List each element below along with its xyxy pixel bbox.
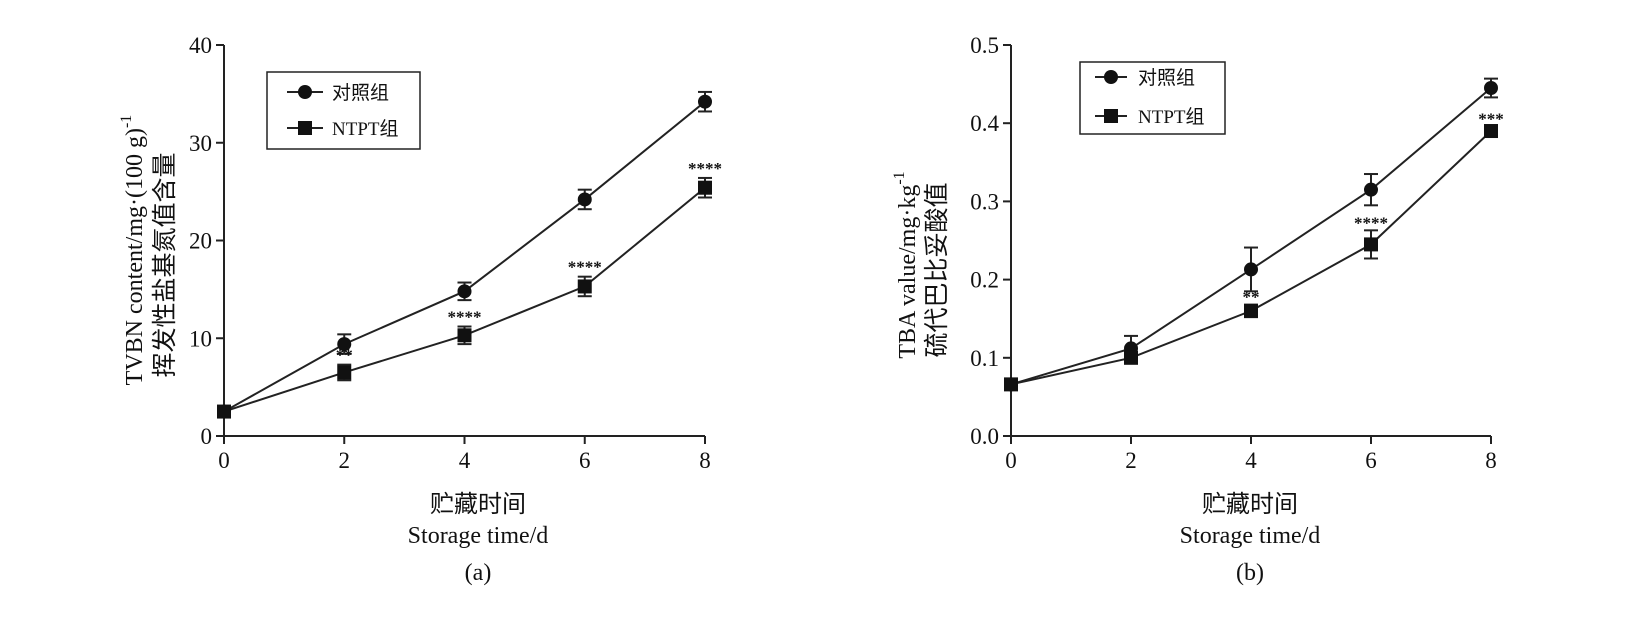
panel-a-ylabel-en-main: TVBN content/mg·(100 g) [122,128,148,385]
panel-b-significance-label: ** [1243,288,1260,307]
panel-b-ylabel-cn: 硫代巴比妥酸值 [923,182,951,357]
panel-b-legend: 对照组 NTPT组 [1079,61,1226,135]
panel-b-xtick-label: 2 [1125,448,1137,473]
panel-b-ytick-label: 0.3 [970,189,999,214]
panel-b-point-control [1244,262,1258,277]
panel-b: 0.00.10.20.30.40.50 2 4 6 8********* 硫代巴比妥酸值… [891,33,1504,586]
panel-a-legend-label-control: 对照组 [332,82,389,104]
panel-a-point-control [698,94,712,109]
panel-a-significance-label: **** [688,159,722,178]
panel-b-ylabel-en: TBA value/mg·kg-1 [891,171,921,358]
panel-b-xtick-label: 6 [1365,448,1377,473]
panel-a-label: (a) [465,560,492,586]
panel-a-point-control [337,337,352,352]
panel-b-legend-label-control: 对照组 [1138,67,1195,89]
panel-a-xtick-label: 4 [459,448,471,473]
panel-a-xtick-label: 2 [339,448,351,473]
panel-b-legend-marker-ntpt [1104,109,1118,123]
panel-a-ylabel-en: TVBN content/mg·(100 g)-1 [118,115,148,386]
panel-a-point-ntpt [457,328,472,343]
panel-a-point-ntpt [337,365,352,380]
panel-b-xtick-label: 0 [1005,448,1017,473]
panel-b-point-control [1484,81,1498,96]
panel-b-point-ntpt [1364,237,1378,252]
panel-b-significance-label: *** [1478,109,1504,128]
panel-a-ytick-label: 30 [189,131,212,156]
panel-b-ytick-label: 0.4 [970,111,999,136]
panel-a-point-ntpt [217,404,231,419]
panel-b-point-ntpt [1244,303,1258,318]
panel-a-legend-marker-control [298,85,312,99]
panel-b-xtick-label: 8 [1485,448,1497,473]
panel-a-legend-box [266,71,421,150]
panel-b-significance-label: **** [1354,213,1388,232]
panel-a-ylabel-sup: -1 [118,115,135,128]
panel-b-point-ntpt [1484,124,1498,139]
panel-a-legend: 对照组 NTPT组 [266,71,421,150]
panel-b-legend-label-ntpt: NTPT组 [1138,106,1205,128]
panel-a-legend-label-ntpt: NTPT组 [332,118,399,140]
panel-b-ytick-label: 0.1 [970,346,999,371]
panel-a-significance-label: **** [448,308,482,327]
panel-b-marks: 0.00.10.20.30.40.50 2 4 6 8********* [970,33,1504,473]
panel-b-ylabel-en-main: TBA value/mg·kg [895,185,921,359]
panel-b-xlabel-en: Storage time/d [1180,523,1321,549]
panel-b-point-control [1364,182,1378,197]
panel-a-ytick-label: 10 [189,326,212,351]
panel-a-xtick-label: 6 [579,448,591,473]
panel-a-legend-marker-ntpt [298,121,312,135]
panel-b-ytick-label: 0.5 [970,33,999,58]
panel-a-ytick-label: 0 [201,424,213,449]
panel-b-legend-marker-control [1104,70,1118,84]
panel-a-ytick-label: 20 [189,229,212,254]
panel-b-ylabel-sup: -1 [891,171,908,184]
panel-b-point-ntpt [1004,377,1018,392]
panel-b-point-ntpt [1124,350,1138,365]
panel-a-point-control [457,284,472,299]
panel-b-ytick-label: 0.2 [970,268,999,293]
panel-a-xlabel-cn: 贮藏时间 [430,491,526,518]
panel-a-ytick-label: 40 [189,33,212,58]
panel-b-ytick-label: 0.0 [970,424,999,449]
panel-a-xtick-label: 8 [699,448,711,473]
panel-a-ylabel-cn: 挥发性盐基氮值含量 [151,152,179,377]
panel-a-xtick-label: 0 [218,448,230,473]
panel-a-point-control [577,192,592,207]
panel-a-point-ntpt [698,180,712,195]
panel-a-point-ntpt [577,279,592,294]
panel-b-xtick-label: 4 [1245,448,1257,473]
panel-b-label: (b) [1236,560,1264,586]
panel-a-significance-label: ** [336,346,353,365]
panel-b-xlabel-cn: 贮藏时间 [1202,491,1298,518]
panel-a-significance-label: **** [568,258,602,277]
panel-a-xlabel-en: Storage time/d [408,523,549,549]
